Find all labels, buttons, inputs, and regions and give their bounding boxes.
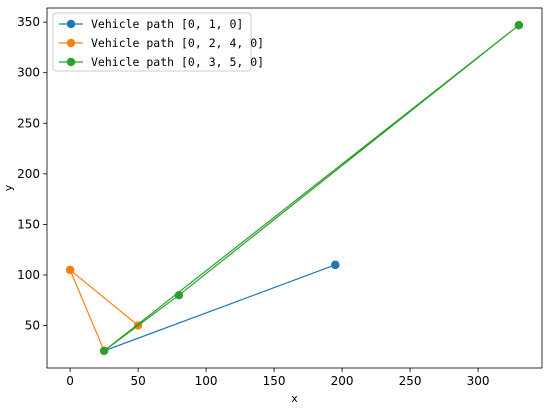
x-tick-label: 250 — [399, 374, 422, 388]
legend-box — [52, 12, 252, 72]
legend-item: Vehicle path [0, 3, 5, 0] — [59, 55, 264, 69]
legend-item: Vehicle path [0, 1, 0] — [59, 17, 243, 31]
y-tick-label: 200 — [17, 167, 40, 181]
legend-marker — [66, 57, 76, 67]
y-tick-label: 250 — [17, 116, 40, 130]
y-tick-label: 100 — [17, 268, 40, 282]
x-tick-label: 300 — [467, 374, 490, 388]
series-1 — [65, 265, 143, 356]
series-0 — [99, 260, 340, 356]
plot-area — [46, 7, 543, 369]
data-point — [331, 260, 340, 270]
x-tick-label: 200 — [331, 374, 354, 388]
legend-marker — [66, 38, 76, 48]
x-axis-label: x — [291, 392, 298, 405]
data-point — [99, 346, 109, 356]
series-line — [103, 264, 336, 352]
x-axis: 0 50 100 150 200 250 300 — [66, 368, 490, 388]
x-tick-label: 150 — [263, 374, 286, 388]
y-axis: 50 100 150 200 250 300 350 — [17, 15, 47, 333]
legend-marker — [66, 19, 76, 29]
legend-label: Vehicle path [0, 3, 5, 0] — [91, 55, 264, 69]
y-tick-label: 150 — [17, 217, 40, 231]
legend-item: Vehicle path [0, 2, 4, 0] — [59, 36, 264, 50]
legend: Vehicle path [0, 1, 0] Vehicle path [0, 2… — [52, 12, 264, 72]
series-line — [69, 269, 140, 352]
legend-label: Vehicle path [0, 2, 4, 0] — [91, 36, 264, 50]
data-point — [514, 20, 524, 30]
data-point — [65, 265, 75, 275]
series-line — [103, 24, 520, 352]
series-layer — [65, 20, 524, 356]
series-2 — [99, 20, 524, 356]
y-tick-label: 50 — [25, 319, 40, 333]
data-point — [174, 290, 184, 300]
y-axis-label: y — [2, 184, 15, 191]
y-tick-label: 350 — [17, 15, 40, 29]
legend-label: Vehicle path [0, 1, 0] — [91, 17, 243, 31]
y-tick-label: 300 — [17, 66, 40, 80]
x-tick-label: 0 — [66, 374, 74, 388]
x-tick-label: 100 — [195, 374, 218, 388]
x-tick-label: 50 — [130, 374, 145, 388]
